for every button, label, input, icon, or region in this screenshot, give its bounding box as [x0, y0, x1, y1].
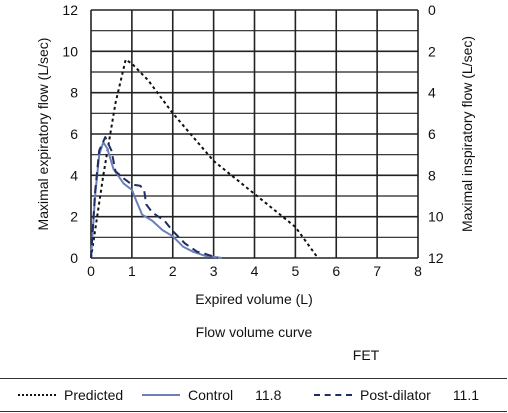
series-line-predicted — [90, 58, 319, 259]
y-axis-label-right: Maximal inspiratory flow (L/sec) — [459, 36, 475, 232]
y-tick-label-left: 0 — [70, 250, 78, 266]
legend-item-predicted: Predicted — [18, 387, 123, 403]
legend-label-post-dilator: Post-dilator — [360, 387, 431, 403]
x-tick-label: 7 — [373, 263, 381, 279]
x-axis-label: Expired volume (L) — [195, 291, 313, 307]
x-tick-label: 8 — [414, 263, 422, 279]
series-line-control — [90, 141, 222, 259]
legend-item-post-dilator: Post-dilator 11.1 — [314, 387, 479, 403]
legend-swatch-control — [142, 394, 180, 396]
legend-fet-post-dilator: 11.1 — [452, 387, 480, 403]
legend-label-control: Control — [188, 387, 234, 403]
chart-title: Flow volume curve — [195, 324, 313, 340]
legend-swatch-post-dilator — [314, 394, 352, 396]
y-tick-label-right: 0 — [428, 2, 436, 18]
x-tick-label: 4 — [251, 263, 259, 279]
x-tick-label: 5 — [291, 263, 299, 279]
y-tick-label-right: 2 — [428, 43, 436, 59]
y-tick-label-left: 8 — [70, 85, 78, 101]
y-tick-label-right: 4 — [428, 85, 436, 101]
legend-fet-control: 11.8 — [255, 387, 282, 403]
x-tick-label: 2 — [169, 263, 177, 279]
y-tick-label-right: 8 — [428, 167, 436, 183]
fet-label: FET — [352, 347, 380, 363]
legend-item-control: Control 11.8 — [142, 387, 281, 403]
legend-label-predicted: Predicted — [64, 387, 124, 403]
y-tick-label-left: 2 — [70, 209, 78, 225]
y-tick-label-right: 12 — [428, 250, 444, 266]
y-tick-label-right: 6 — [428, 126, 436, 142]
legend: Predicted Control 11.8 Post-dilator 11.1 — [0, 378, 507, 412]
x-tick-label: 0 — [87, 263, 95, 279]
x-tick-label: 3 — [210, 263, 218, 279]
y-axis-label-left: Maximal expiratory flow (L/sec) — [35, 38, 51, 231]
y-tick-label-left: 12 — [62, 2, 78, 18]
x-tick-label: 6 — [332, 263, 340, 279]
y-tick-label-left: 4 — [70, 167, 78, 183]
x-tick-label: 1 — [128, 263, 136, 279]
y-tick-label-left: 10 — [62, 43, 78, 59]
y-tick-label-right: 10 — [428, 209, 444, 225]
legend-swatch-predicted — [18, 394, 56, 396]
series-line-post-dilator — [90, 136, 219, 259]
y-tick-label-left: 6 — [70, 126, 78, 142]
